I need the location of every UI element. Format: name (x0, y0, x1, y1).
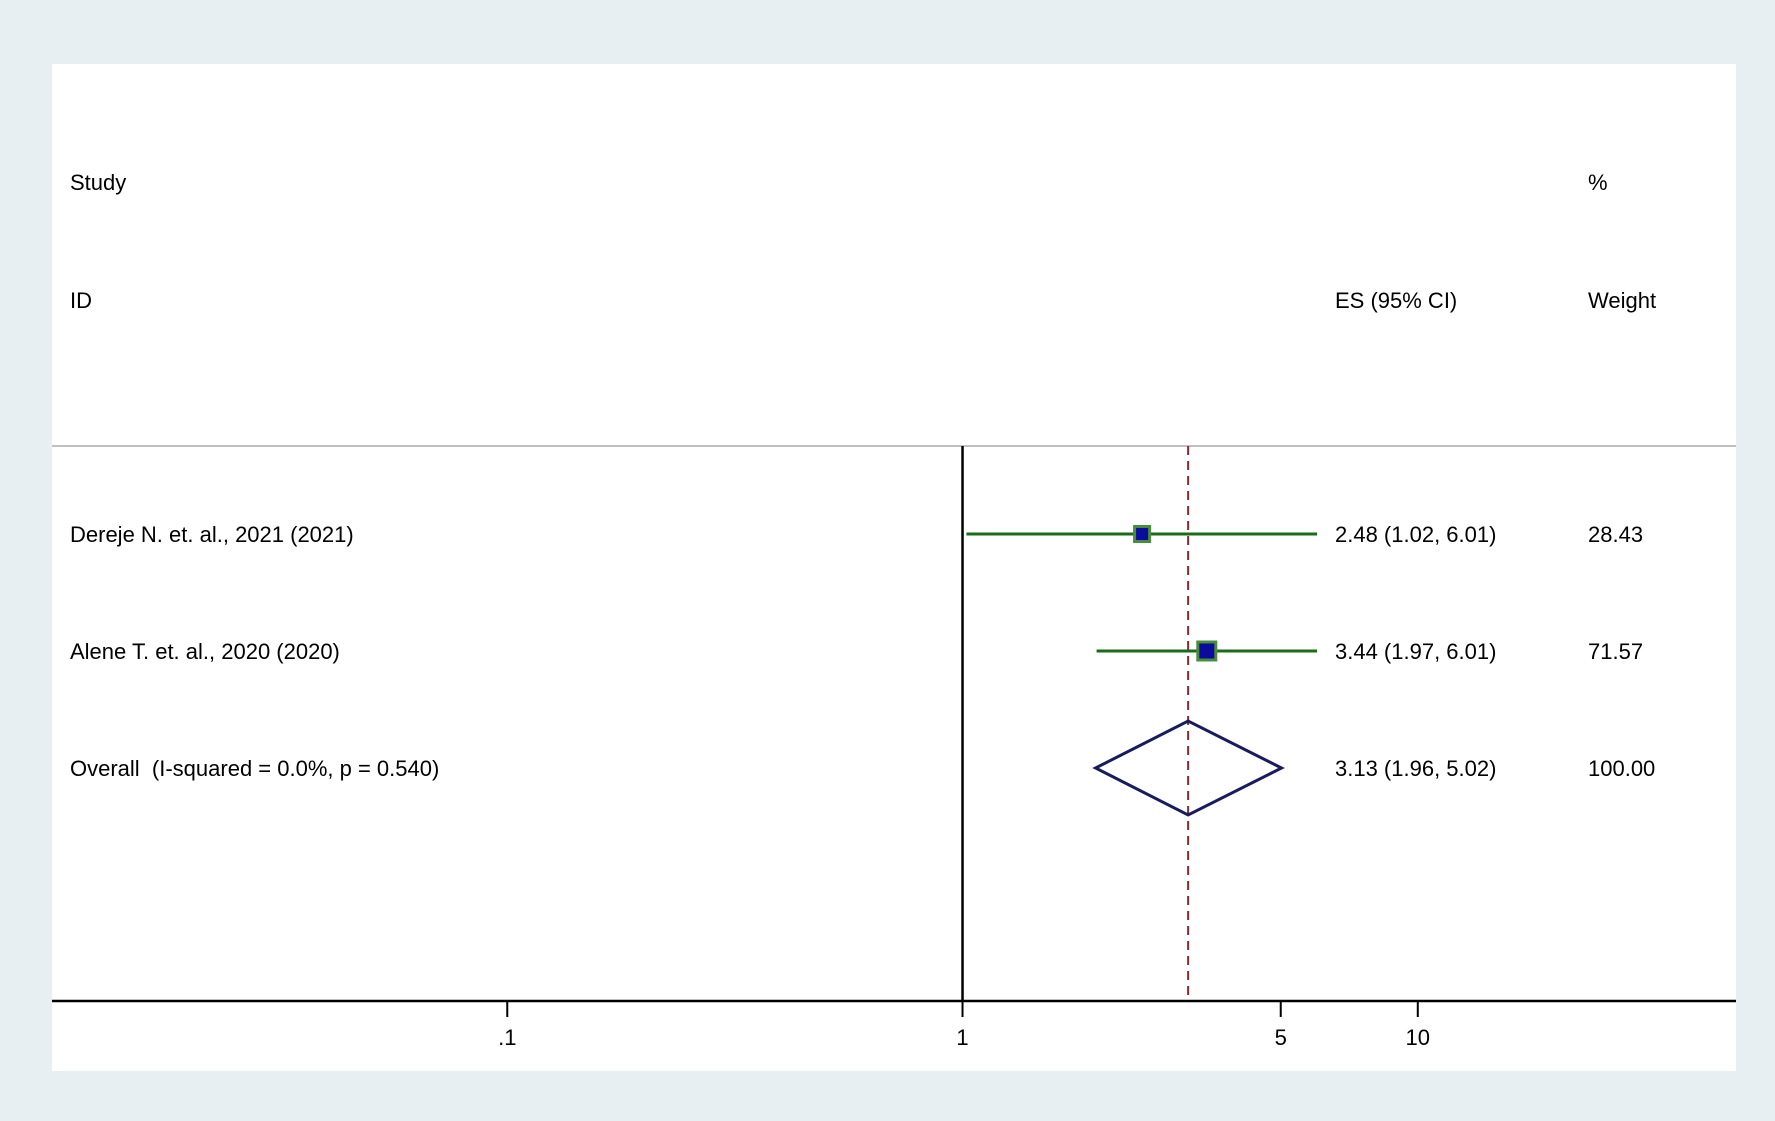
x-tick-label-3: 5 (1275, 1025, 1287, 1050)
row-weight-1: 28.43 (1588, 522, 1643, 547)
header-id: ID (70, 288, 92, 313)
header-es: ES (95% CI) (1335, 288, 1457, 313)
row-label-overall: Overall (I-squared = 0.0%, p = 0.540) (70, 756, 439, 781)
header-percent: % (1588, 170, 1608, 195)
row-weight-2: 71.57 (1588, 639, 1643, 664)
header-study: Study (70, 170, 126, 195)
chart-marks: .1 1 5 10 (52, 446, 1736, 1050)
study-marker-1 (1133, 524, 1152, 544)
study-marker-2 (1196, 640, 1218, 662)
header-weight: Weight (1588, 288, 1656, 313)
x-tick-label-4: 10 (1406, 1025, 1430, 1050)
row-es-2: 3.44 (1.97, 6.01) (1335, 639, 1496, 664)
row-label-1: Dereje N. et. al., 2021 (2021) (70, 522, 354, 547)
row-es-1: 2.48 (1.02, 6.01) (1335, 522, 1496, 547)
x-tick-label-1: .1 (498, 1025, 516, 1050)
row-label-2: Alene T. et. al., 2020 (2020) (70, 639, 340, 664)
row-es-overall: 3.13 (1.96, 5.02) (1335, 756, 1496, 781)
plot-region (52, 64, 1736, 1071)
overall-diamond (1092, 719, 1285, 817)
row-weight-overall: 100.00 (1588, 756, 1655, 781)
x-tick-label-2: 1 (956, 1025, 968, 1050)
